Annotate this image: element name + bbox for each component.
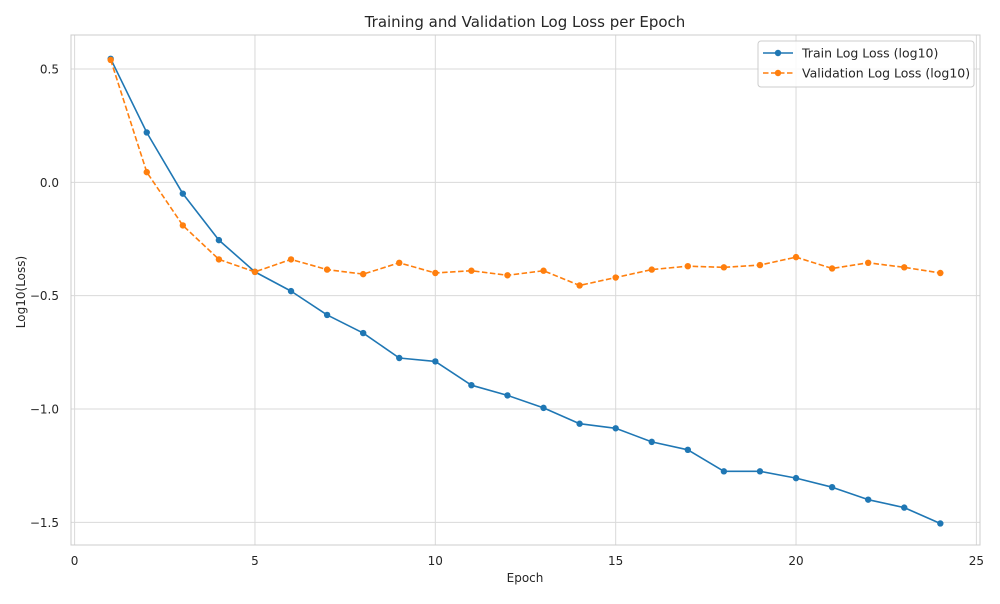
validation-data-point — [612, 274, 619, 281]
y-tick-label: −0.5 — [30, 289, 59, 303]
x-tick-label: 20 — [788, 554, 803, 568]
train-data-point — [359, 329, 367, 337]
grid-lines — [71, 35, 980, 545]
validation-data-point — [287, 256, 295, 263]
train-data-point — [684, 446, 692, 453]
train-series — [107, 55, 944, 527]
x-axis-ticks: 0 5 10 15 20 25 — [71, 554, 984, 568]
train-data-point — [323, 311, 331, 319]
y-tick-label: 0.0 — [40, 176, 59, 190]
train-data-point — [179, 190, 187, 197]
train-data-point — [828, 484, 836, 491]
train-data-point — [864, 496, 872, 503]
train-data-point — [215, 236, 223, 244]
validation-data-point — [684, 263, 692, 270]
train-data-point — [720, 468, 728, 475]
y-axis-label: Log10(Loss) — [14, 256, 28, 328]
x-tick-label: 10 — [428, 554, 443, 568]
validation-data-point — [396, 259, 403, 266]
y-tick-label: −1.5 — [30, 516, 59, 530]
train-data-point — [468, 382, 475, 389]
chart-title: Training and Validation Log Loss per Epo… — [364, 13, 686, 31]
x-axis-label: Epoch — [507, 571, 544, 585]
x-tick-label: 25 — [969, 554, 984, 568]
series-layer — [107, 55, 944, 527]
legend: Train Log Loss (log10) Validation Log Lo… — [757, 40, 975, 88]
validation-data-point — [937, 269, 944, 277]
y-axis-ticks: 0.5 0.0 −0.5 −1.0 −1.5 — [30, 63, 59, 530]
train-data-point — [504, 392, 511, 399]
validation-data-point — [215, 256, 223, 263]
train-data-point — [143, 129, 150, 136]
train-data-point — [612, 425, 619, 432]
legend-validation-marker — [774, 69, 782, 77]
validation-data-point — [648, 266, 655, 273]
validation-data-point — [359, 270, 367, 278]
x-tick-label: 5 — [251, 554, 259, 568]
train-data-point — [901, 504, 908, 511]
legend-box — [757, 40, 975, 88]
train-data-point — [540, 404, 547, 412]
validation-data-point — [179, 222, 187, 229]
validation-data-point — [792, 253, 800, 261]
validation-data-point — [432, 269, 439, 277]
x-tick-label: 15 — [608, 554, 623, 568]
validation-data-point — [864, 259, 872, 266]
train-data-point — [396, 354, 403, 362]
train-series-line — [109, 58, 941, 525]
train-data-point — [756, 468, 764, 475]
validation-data-point — [468, 267, 475, 274]
validation-data-point — [107, 56, 114, 64]
validation-data-point — [143, 168, 150, 176]
validation-data-point — [901, 264, 908, 271]
train-data-point — [792, 474, 800, 482]
legend-train-marker — [774, 49, 782, 57]
validation-data-point — [756, 261, 764, 269]
y-tick-label: 0.5 — [40, 63, 59, 77]
train-data-point — [576, 420, 583, 427]
validation-data-point — [720, 264, 728, 271]
validation-data-point — [576, 282, 583, 289]
train-data-point — [937, 520, 944, 527]
validation-data-point — [323, 266, 331, 273]
validation-data-point — [504, 272, 511, 279]
validation-data-point — [540, 267, 547, 274]
legend-train-label: Train Log Loss (log10) — [801, 46, 938, 61]
validation-series — [107, 56, 944, 289]
validation-data-point — [251, 268, 259, 276]
train-data-point — [432, 358, 439, 365]
train-data-point — [648, 438, 655, 446]
plot-area-frame — [70, 34, 981, 546]
y-tick-label: −1.0 — [30, 403, 59, 417]
legend-validation-label: Validation Log Loss (log10) — [802, 66, 970, 81]
validation-series-line — [109, 59, 941, 287]
train-data-point — [287, 287, 295, 295]
validation-data-point — [828, 265, 836, 272]
x-tick-label: 0 — [71, 554, 79, 568]
